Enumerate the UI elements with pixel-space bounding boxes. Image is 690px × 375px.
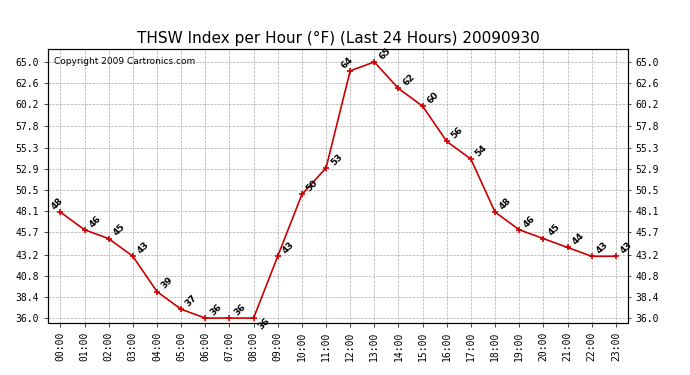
Text: 45: 45 xyxy=(112,222,127,238)
Text: 39: 39 xyxy=(160,276,175,291)
Text: 56: 56 xyxy=(450,126,465,141)
Text: 64: 64 xyxy=(339,55,355,70)
Text: 44: 44 xyxy=(571,231,586,247)
Text: 50: 50 xyxy=(305,178,319,194)
Text: 43: 43 xyxy=(136,240,151,255)
Text: 43: 43 xyxy=(619,240,634,255)
Text: 60: 60 xyxy=(426,90,440,105)
Text: 45: 45 xyxy=(546,222,562,238)
Text: 65: 65 xyxy=(377,46,393,61)
Text: 54: 54 xyxy=(474,143,489,158)
Text: Copyright 2009 Cartronics.com: Copyright 2009 Cartronics.com xyxy=(54,57,195,66)
Text: 36: 36 xyxy=(233,302,248,317)
Text: 36: 36 xyxy=(208,302,224,317)
Text: 46: 46 xyxy=(88,214,103,229)
Text: 46: 46 xyxy=(522,214,538,229)
Text: 37: 37 xyxy=(184,293,199,309)
Title: THSW Index per Hour (°F) (Last 24 Hours) 20090930: THSW Index per Hour (°F) (Last 24 Hours)… xyxy=(137,31,540,46)
Text: 53: 53 xyxy=(329,152,344,167)
Text: 36: 36 xyxy=(257,316,272,331)
Text: 43: 43 xyxy=(281,240,296,255)
Text: 43: 43 xyxy=(595,240,610,255)
Text: 48: 48 xyxy=(498,196,513,211)
Text: 62: 62 xyxy=(402,72,417,88)
Text: 48: 48 xyxy=(49,196,65,211)
